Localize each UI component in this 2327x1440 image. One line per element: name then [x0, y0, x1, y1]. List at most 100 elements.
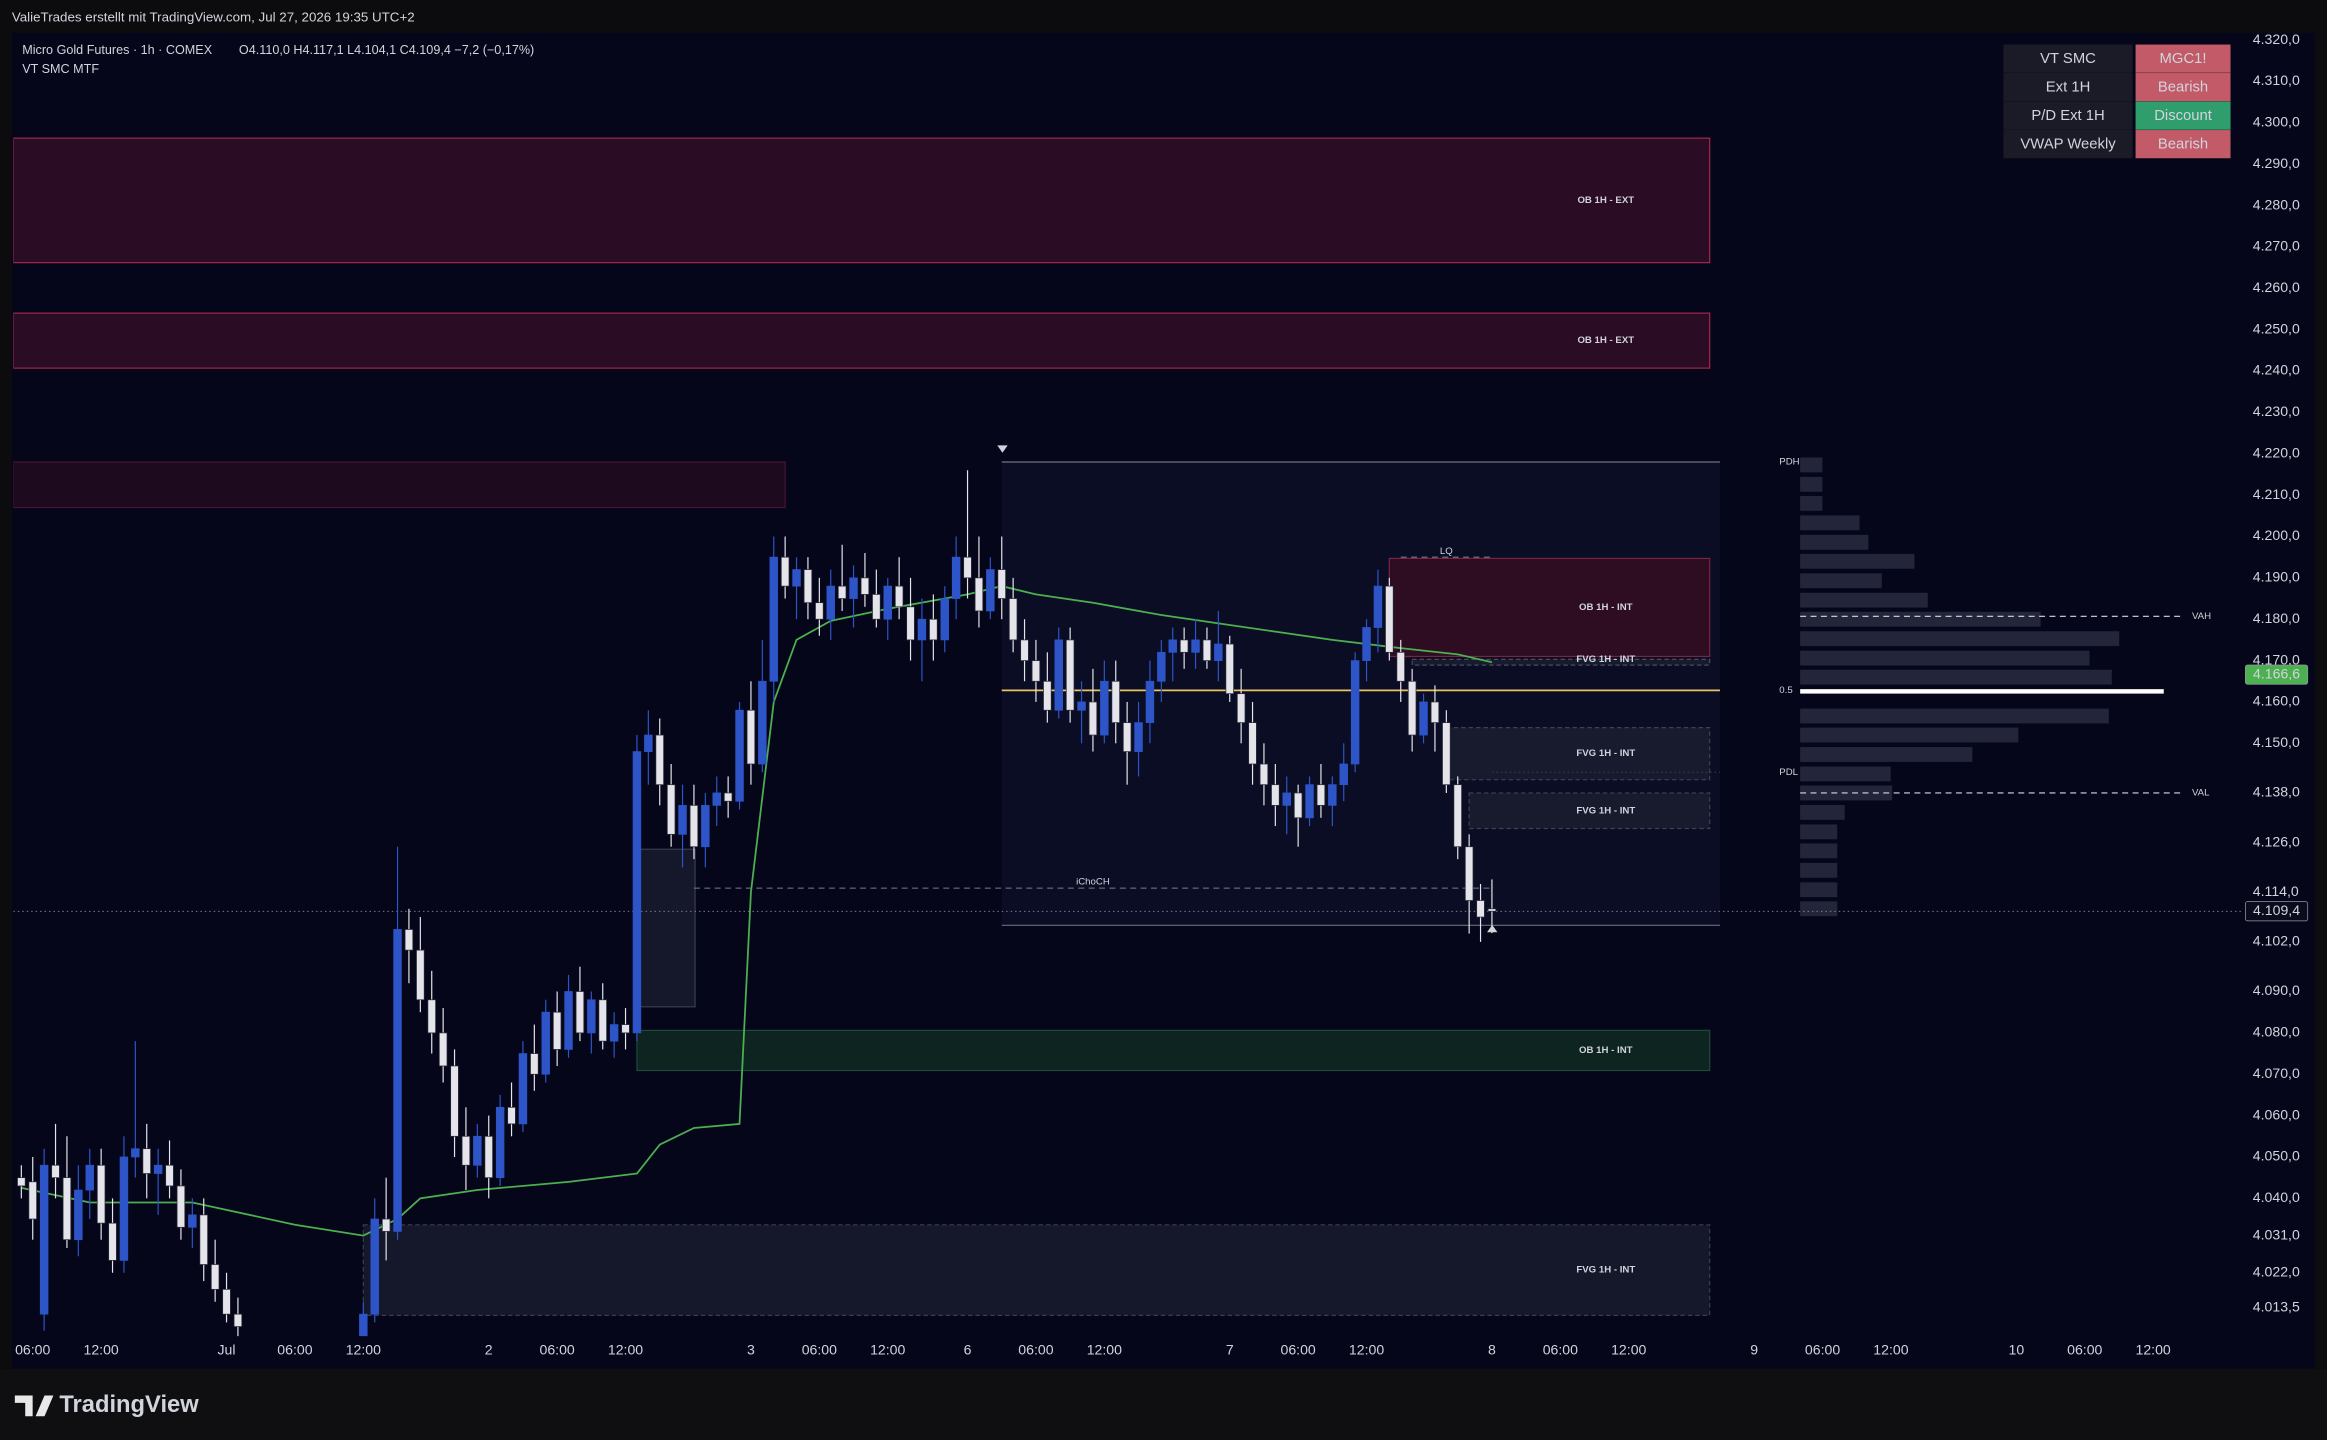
- candle-body: [1259, 763, 1269, 786]
- candle-body: [1271, 784, 1280, 806]
- y-tick-label: 4.180,0: [2253, 610, 2300, 626]
- x-tick-label: 7: [1226, 1342, 1234, 1358]
- candle-body: [1487, 908, 1497, 912]
- profile-bar: [1800, 631, 2120, 647]
- overlay: Micro Gold Futures · 1h · COMEX O4.110,0…: [15, 31, 2309, 1358]
- candle-body: [541, 1011, 550, 1075]
- candle-body: [689, 804, 699, 848]
- candle-body: [1179, 639, 1189, 653]
- x-tick-label: 06:00: [2067, 1342, 2102, 1358]
- left-border: [0, 32, 12, 1369]
- candle-body: [849, 577, 858, 599]
- table-cell: [2135, 44, 2231, 73]
- candle-body: [644, 734, 653, 752]
- zone: [1411, 658, 1711, 666]
- zone: [1468, 792, 1711, 830]
- level-label: iChoCH: [1076, 877, 1110, 888]
- marker-up: [1487, 924, 1498, 933]
- y-tick-label: 4.190,0: [2253, 569, 2300, 585]
- candle-body: [1088, 701, 1098, 736]
- table-cell: [2003, 44, 2133, 73]
- profile-bar: [1800, 766, 1891, 782]
- y-tick-label: 4.160,0: [2253, 693, 2300, 709]
- footer-bar: [0, 1368, 2327, 1440]
- x-tick-label: 8: [1488, 1342, 1496, 1358]
- candle-body: [74, 1189, 83, 1241]
- candle-body: [655, 734, 664, 786]
- x-tick-label: 12:00: [608, 1342, 643, 1358]
- zone-label: FVG 1H - INT: [1576, 1265, 1635, 1276]
- x-tick-label: 06:00: [15, 1342, 50, 1358]
- brand-name: TradingView: [59, 1392, 199, 1418]
- candle-body: [1339, 763, 1348, 786]
- profile-bar: [1800, 804, 1845, 820]
- candle-body: [199, 1214, 208, 1265]
- level-label: PDH: [1779, 457, 1799, 468]
- candle-body: [780, 556, 790, 587]
- candle-body: [393, 929, 402, 1232]
- profile-bar: [1800, 689, 2164, 694]
- candle-body: [860, 577, 870, 595]
- y-tick-label: 4.310,0: [2253, 72, 2300, 88]
- symbol: Micro Gold Futures · 1h · COMEX: [22, 43, 212, 57]
- price-label: 4.109,4: [2253, 902, 2300, 918]
- profile-bar: [1800, 669, 2112, 685]
- y-tick-label: 4.050,0: [2253, 1148, 2300, 1164]
- candle-body: [1373, 585, 1383, 628]
- zone: [636, 848, 696, 1008]
- candle-body: [815, 602, 824, 620]
- profile-bar: [1800, 573, 1882, 589]
- y-tick-label: 4.250,0: [2253, 320, 2300, 336]
- candle-body: [404, 929, 414, 951]
- y-tick-label: 4.090,0: [2253, 982, 2300, 998]
- candle-body: [564, 991, 573, 1050]
- table-text: Ext 1H: [2046, 80, 2090, 96]
- candle-body: [1464, 846, 1474, 901]
- profile-bar: [1800, 457, 1823, 473]
- x-tick-label: 06:00: [540, 1342, 575, 1358]
- candle-body: [108, 1222, 117, 1261]
- candle-body: [1442, 722, 1451, 786]
- level-label: 0.5: [1779, 685, 1792, 696]
- x-tick-label: 12:00: [870, 1342, 905, 1358]
- candle-body: [530, 1053, 539, 1075]
- candle-body: [1476, 900, 1485, 918]
- table-cell: [2135, 101, 2231, 130]
- candle-body: [1396, 651, 1405, 682]
- y-tick-label: 4.070,0: [2253, 1065, 2300, 1081]
- candle-body: [929, 618, 938, 641]
- y-tick-label: 4.220,0: [2253, 444, 2300, 460]
- candle-body: [575, 991, 585, 1034]
- candle-body: [621, 1024, 630, 1034]
- candle-body: [507, 1106, 516, 1125]
- candle-body: [176, 1185, 186, 1228]
- candle-body: [1020, 639, 1029, 661]
- level-label: PDL: [1779, 767, 1798, 778]
- price-label-box: [2245, 901, 2309, 922]
- candle-body: [1202, 639, 1212, 661]
- candle-body: [1122, 722, 1132, 752]
- candle-body: [1077, 701, 1086, 711]
- zone: [13, 312, 1711, 369]
- candle-body: [1305, 784, 1314, 819]
- candle-body: [85, 1164, 94, 1191]
- candle-body: [746, 709, 756, 765]
- candle-body: [803, 569, 813, 604]
- profile-bar: [1800, 534, 1869, 550]
- candle-body: [758, 680, 767, 765]
- candle-body: [701, 804, 710, 848]
- profile-bar: [1800, 901, 1838, 917]
- candle-body: [484, 1135, 493, 1179]
- y-tick-label: 4.210,0: [2253, 486, 2300, 502]
- y-tick-label: 4.060,0: [2253, 1106, 2300, 1122]
- candle-body: [906, 606, 915, 641]
- zone-label: OB 1H - EXT: [1577, 335, 1634, 346]
- candle-body: [39, 1164, 49, 1315]
- x-tick-label: 06:00: [277, 1342, 312, 1358]
- candle-body: [1008, 598, 1018, 641]
- candle-body: [872, 594, 881, 620]
- zone-label: OB 1H - INT: [1579, 602, 1633, 613]
- level-label: LQ: [1440, 546, 1453, 557]
- candle-body: [1031, 660, 1041, 682]
